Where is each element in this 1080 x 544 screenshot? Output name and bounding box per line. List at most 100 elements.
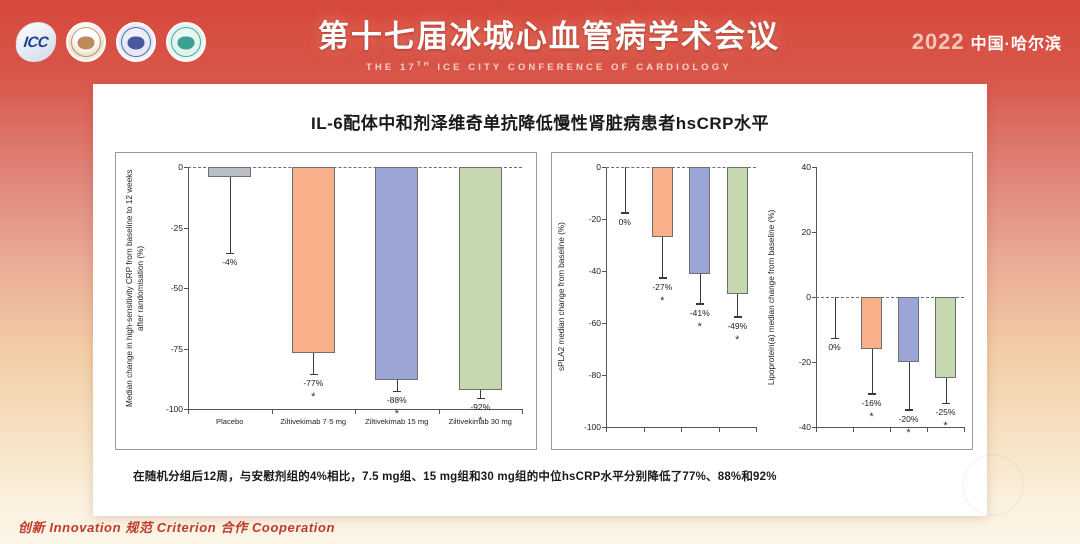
bar-value-label-1: -16% bbox=[861, 397, 882, 408]
y-axis-tick-label: 20 bbox=[786, 227, 816, 237]
bar-value-label-2: -20% bbox=[898, 413, 919, 424]
conference-main-title: 第十七届冰城心血管病学术会议 bbox=[317, 18, 780, 54]
bar-value-label-0: 0% bbox=[828, 342, 841, 353]
plot-spla2: sPLA2 median change from baseline (%) 0 -2… bbox=[552, 153, 762, 449]
bar-0 bbox=[208, 167, 252, 177]
error-bar-2 bbox=[696, 273, 705, 305]
footer-slogan: 创新 Innovation 规范 Criterion 合作 Cooperatio… bbox=[18, 520, 336, 535]
bar-value-label-1: -77% bbox=[303, 378, 324, 389]
y-axis-label: sPLA2 median change from baseline (%) bbox=[557, 222, 566, 372]
header-title-group: 第十七届冰城心血管病学术会议 THE 17TH ICE CITY CONFERE… bbox=[186, 11, 912, 73]
y-axis-tick-label: -25 bbox=[158, 223, 188, 233]
zero-reference-line bbox=[816, 297, 964, 298]
error-bar-2 bbox=[393, 379, 402, 393]
x-axis-tick-0 bbox=[816, 427, 817, 432]
significance-marker-2: * bbox=[906, 426, 911, 439]
y-axis-line bbox=[606, 167, 607, 427]
event-city: 中国·哈尔滨 bbox=[970, 36, 1062, 53]
x-axis-tick-0 bbox=[188, 409, 189, 414]
y-axis-tick-label: -100 bbox=[158, 404, 188, 414]
chart-panel-hscrp: Median change in high-sensitivity CRP fr… bbox=[115, 152, 537, 450]
x-axis-label-0: Placebo bbox=[216, 417, 244, 426]
bar-2 bbox=[898, 297, 919, 362]
error-bar-1 bbox=[309, 353, 318, 376]
error-bar-1 bbox=[658, 237, 667, 279]
error-bar-3 bbox=[942, 378, 950, 405]
x-axis-tick-2 bbox=[890, 427, 891, 432]
conference-sub-title: THE 17TH ICE CITY CONFERENCE OF CARDIOLO… bbox=[366, 61, 732, 73]
conference-header: ICC 第十七届冰城心血管病学术会议 THE 17TH ICE CITY CON… bbox=[0, 0, 1080, 84]
sub-title-ordinal: TH bbox=[416, 60, 432, 68]
significance-marker-1: * bbox=[311, 391, 316, 404]
bar-value-label-3: -25% bbox=[935, 407, 956, 418]
bar-2 bbox=[375, 167, 419, 380]
x-axis-label-2: Ziltivekimab 15 mg bbox=[365, 417, 429, 426]
zero-reference-line bbox=[188, 167, 522, 168]
seal-ring bbox=[71, 27, 101, 57]
y-axis-tick-label: 40 bbox=[786, 162, 816, 172]
sub-title-post: ICE CITY CONFERENCE OF CARDIOLOGY bbox=[431, 62, 732, 74]
bar-3 bbox=[935, 297, 956, 379]
x-axis-label-1: Ziltivekimab 7·5 mg bbox=[280, 417, 347, 426]
slide-title: IL-6配体中和剂泽维奇单抗降低慢性肾脏病患者hsCRP水平 bbox=[311, 114, 769, 133]
error-bar-3 bbox=[476, 389, 485, 400]
x-axis-tick-3 bbox=[718, 427, 720, 432]
x-axis-tick-1 bbox=[271, 409, 273, 414]
significance-marker-3: * bbox=[735, 333, 740, 346]
bar-value-label-3: -49% bbox=[727, 320, 748, 331]
seal-ring bbox=[171, 27, 201, 57]
error-bar-0 bbox=[831, 297, 839, 340]
bar-1 bbox=[651, 167, 673, 238]
x-axis-tick-1 bbox=[643, 427, 645, 432]
seal-logo-3-icon bbox=[166, 22, 206, 62]
x-axis-tick-3 bbox=[438, 409, 440, 414]
icc-logo-icon: ICC bbox=[13, 22, 59, 62]
bar-3 bbox=[726, 167, 748, 295]
seal-core bbox=[77, 36, 95, 50]
plot-lpa: Lipoprotein(a) median change from baseli… bbox=[762, 153, 972, 449]
x-axis-tick-end bbox=[964, 427, 965, 432]
y-axis-tick-label: -100 bbox=[576, 422, 606, 432]
chart-area: Median change in high-sensitivity CRP fr… bbox=[115, 152, 973, 450]
x-axis-tick-end bbox=[522, 409, 523, 414]
event-year: 2022 bbox=[911, 29, 965, 54]
significance-marker-3: * bbox=[943, 420, 948, 433]
bar-value-label-0: -4% bbox=[222, 257, 238, 268]
bar-value-label-2: -88% bbox=[386, 395, 407, 406]
y-axis-tick-label: -75 bbox=[158, 344, 188, 354]
y-axis-tick-label: -20 bbox=[786, 357, 816, 367]
y-axis-line bbox=[188, 167, 189, 409]
error-bar-2 bbox=[905, 362, 913, 411]
y-axis-tick-label: 0 bbox=[576, 162, 606, 172]
logo-group: ICC bbox=[13, 22, 206, 62]
error-bar-1 bbox=[868, 349, 876, 395]
x-axis-tick-0 bbox=[606, 427, 607, 432]
y-axis-tick-label: 0 bbox=[158, 162, 188, 172]
x-axis-tick-end bbox=[756, 427, 757, 432]
significance-marker-1: * bbox=[660, 294, 665, 307]
y-axis-tick-label: -60 bbox=[576, 318, 606, 328]
bar-2 bbox=[689, 167, 711, 274]
x-axis-tick-1 bbox=[853, 427, 854, 432]
y-axis-label: Lipoprotein(a) median change from baseli… bbox=[767, 209, 776, 385]
plot-hscrp: Median change in high-sensitivity CRP fr… bbox=[116, 153, 536, 449]
y-axis-tick-label: -40 bbox=[786, 422, 816, 432]
x-axis-tick-2 bbox=[355, 409, 356, 414]
slide-caption: 在随机分组后12周，与安慰剂组的4%相比，7.5 mg组、15 mg组和30 m… bbox=[133, 471, 777, 483]
error-bar-0 bbox=[226, 176, 235, 255]
bar-value-label-3: -92% bbox=[470, 402, 491, 413]
seal-logo-2-icon bbox=[116, 22, 156, 62]
y-axis-tick-label: -50 bbox=[158, 283, 188, 293]
x-axis-tick-3 bbox=[927, 427, 928, 432]
x-axis-label-3: Ziltivekimab 30 mg bbox=[448, 417, 512, 426]
y-axis-tick-label: -40 bbox=[576, 266, 606, 276]
seal-ring bbox=[121, 27, 151, 57]
error-bar-0 bbox=[621, 167, 630, 214]
seal-core bbox=[127, 36, 145, 50]
seal-logo-1-icon bbox=[66, 22, 106, 62]
significance-marker-3: * bbox=[478, 415, 483, 428]
x-axis-tick-2 bbox=[681, 427, 682, 432]
y-axis-tick-label: -80 bbox=[576, 370, 606, 380]
error-bar-3 bbox=[733, 294, 742, 319]
y-axis-tick-label: -20 bbox=[576, 214, 606, 224]
